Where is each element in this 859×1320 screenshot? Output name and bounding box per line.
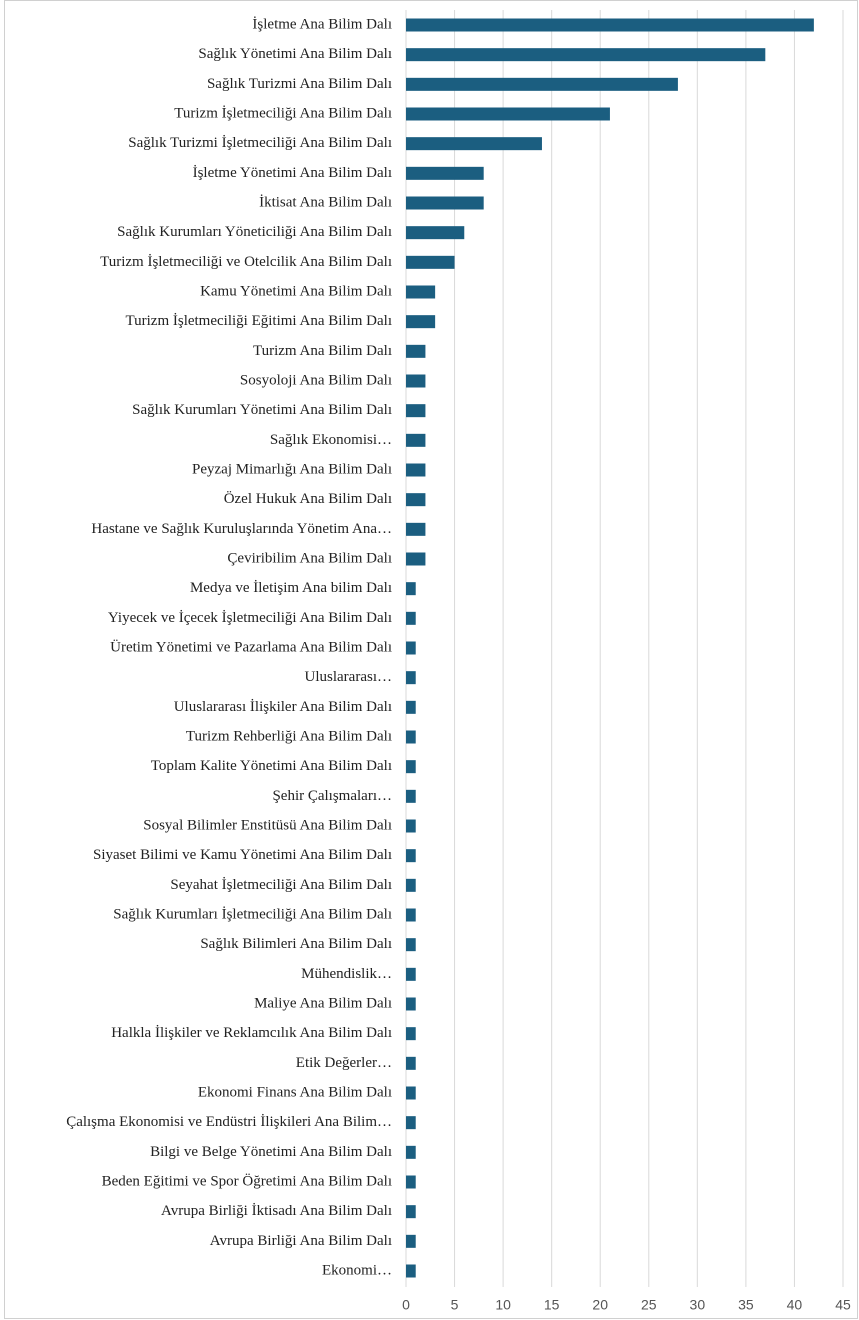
bar <box>406 760 416 774</box>
y-tick-label: Kamu Yönetimi Ana Bilim Dalı <box>200 283 392 299</box>
y-tick-label: Mühendislik… <box>301 966 392 982</box>
y-tick-label: Turizm Ana Bilim Dalı <box>253 343 392 359</box>
bar <box>406 374 426 388</box>
bar <box>406 48 766 62</box>
y-tick-label: Etik Değerler… <box>296 1055 392 1071</box>
x-tick-label: 35 <box>738 1297 754 1313</box>
y-tick-label: Sosyoloji Ana Bilim Dalı <box>240 372 392 388</box>
bar <box>406 967 416 981</box>
y-tick-label: Çeviribilim Ana Bilim Dalı <box>227 550 392 566</box>
y-tick-label: Halkla İlişkiler ve Reklamcılık Ana Bili… <box>111 1025 392 1041</box>
bar <box>406 315 436 329</box>
bar <box>406 166 484 180</box>
bar <box>406 463 426 477</box>
y-tick-label: Şehir Çalışmaları… <box>272 788 392 804</box>
bar <box>406 255 455 269</box>
y-tick-label: Yiyecek ve İçecek İşletmeciliği Ana Bili… <box>108 610 392 626</box>
x-tick-label: 15 <box>544 1297 560 1313</box>
bar <box>406 285 436 299</box>
bar <box>406 1175 416 1189</box>
x-tick-label: 20 <box>592 1297 608 1313</box>
bar <box>406 196 484 210</box>
bar <box>406 908 416 922</box>
bar <box>406 433 426 447</box>
y-tick-label: Sağlık Kurumları İşletmeciliği Ana Bilim… <box>113 906 392 922</box>
bar <box>406 404 426 418</box>
bar <box>406 1234 416 1248</box>
bar <box>406 582 416 596</box>
x-tick-label: 30 <box>690 1297 706 1313</box>
y-tick-label: Sağlık Kurumları Yönetimi Ana Bilim Dalı <box>132 402 392 418</box>
frame <box>4 0 858 1319</box>
x-tick-label: 40 <box>787 1297 803 1313</box>
y-tick-label: İşletme Ana Bilim Dalı <box>252 16 392 32</box>
y-tick-label: Bilgi ve Belge Yönetimi Ana Bilim Dalı <box>150 1144 392 1160</box>
y-tick-label: Hastane ve Sağlık Kuruluşlarında Yönetim… <box>91 521 392 537</box>
y-tick-label: Ekonomi Finans Ana Bilim Dalı <box>198 1084 392 1100</box>
bar <box>406 1145 416 1159</box>
y-tick-label: Turizm İşletmeciliği Eğitimi Ana Bilim D… <box>125 313 392 329</box>
bar <box>406 878 416 892</box>
bar <box>406 641 416 655</box>
bar <box>406 1205 416 1219</box>
bar <box>406 1116 416 1130</box>
y-tick-label: Turizm Rehberliği Ana Bilim Dalı <box>186 728 392 744</box>
y-tick-label: Uluslararası… <box>305 669 392 685</box>
bar <box>406 849 416 863</box>
y-tick-label: Siyaset Bilimi ve Kamu Yönetimi Ana Bili… <box>93 847 392 863</box>
y-tick-label: Toplam Kalite Yönetimi Ana Bilim Dalı <box>151 758 392 774</box>
x-tick-label: 10 <box>495 1297 511 1313</box>
y-tick-label: İktisat Ana Bilim Dalı <box>259 194 392 210</box>
y-tick-label: Sağlık Turizmi Ana Bilim Dalı <box>207 76 392 92</box>
bar <box>406 997 416 1011</box>
y-tick-label: İşletme Yönetimi Ana Bilim Dalı <box>193 165 392 181</box>
y-tick-label: Turizm İşletmeciliği ve Otelcilik Ana Bi… <box>100 254 392 270</box>
y-tick-label: Sağlık Yönetimi Ana Bilim Dalı <box>198 46 392 62</box>
bar <box>406 18 814 32</box>
y-tick-label: Avrupa Birliği Ana Bilim Dalı <box>210 1233 392 1249</box>
bar <box>406 1027 416 1041</box>
y-tick-label: Sağlık Bilimleri Ana Bilim Dalı <box>200 936 392 952</box>
y-tick-label: Özel Hukuk Ana Bilim Dalı <box>224 490 392 507</box>
bar <box>406 819 416 833</box>
bar <box>406 552 426 566</box>
bar <box>406 1086 416 1100</box>
x-tick-label: 45 <box>835 1297 851 1313</box>
bar <box>406 226 465 240</box>
bar <box>406 1056 416 1070</box>
x-tick-label: 5 <box>451 1297 459 1313</box>
bar <box>406 671 416 685</box>
x-tick-label: 0 <box>402 1297 410 1313</box>
bar <box>406 789 416 803</box>
y-tick-label: Sağlık Kurumları Yöneticiliği Ana Bilim … <box>117 224 392 240</box>
y-tick-label: Maliye Ana Bilim Dalı <box>254 995 392 1011</box>
bar <box>406 1264 416 1278</box>
y-tick-label: Uluslararası İlişkiler Ana Bilim Dalı <box>174 699 392 715</box>
y-tick-label: Sağlık Ekonomisi… <box>270 432 392 448</box>
y-tick-label: Turizm İşletmeciliği Ana Bilim Dalı <box>174 105 392 121</box>
y-tick-label: Peyzaj Mimarlığı Ana Bilim Dalı <box>192 461 392 477</box>
y-tick-label: Ekonomi… <box>322 1262 392 1278</box>
bar <box>406 107 610 121</box>
y-tick-label: Seyahat İşletmeciliği Ana Bilim Dalı <box>170 877 392 893</box>
y-tick-label: Sosyal Bilimler Enstitüsü Ana Bilim Dalı <box>143 817 392 833</box>
bar <box>406 730 416 744</box>
y-tick-label: Avrupa Birliği İktisadı Ana Bilim Dalı <box>161 1203 392 1219</box>
bar <box>406 700 416 714</box>
x-tick-label: 25 <box>641 1297 657 1313</box>
bar <box>406 611 416 625</box>
bar <box>406 493 426 507</box>
y-tick-label: Beden Eğitimi ve Spor Öğretimi Ana Bilim… <box>102 1172 392 1189</box>
bar <box>406 344 426 358</box>
bar <box>406 77 678 91</box>
bar <box>406 522 426 536</box>
y-tick-label: Üretim Yönetimi ve Pazarlama Ana Bilim D… <box>110 638 392 655</box>
bar <box>406 137 542 151</box>
y-tick-label: Sağlık Turizmi İşletmeciliği Ana Bilim D… <box>128 135 392 151</box>
bar <box>406 938 416 952</box>
y-tick-label: Medya ve İletişim Ana bilim Dalı <box>190 580 392 596</box>
y-tick-label: Çalışma Ekonomisi ve Endüstri İlişkileri… <box>66 1114 392 1130</box>
